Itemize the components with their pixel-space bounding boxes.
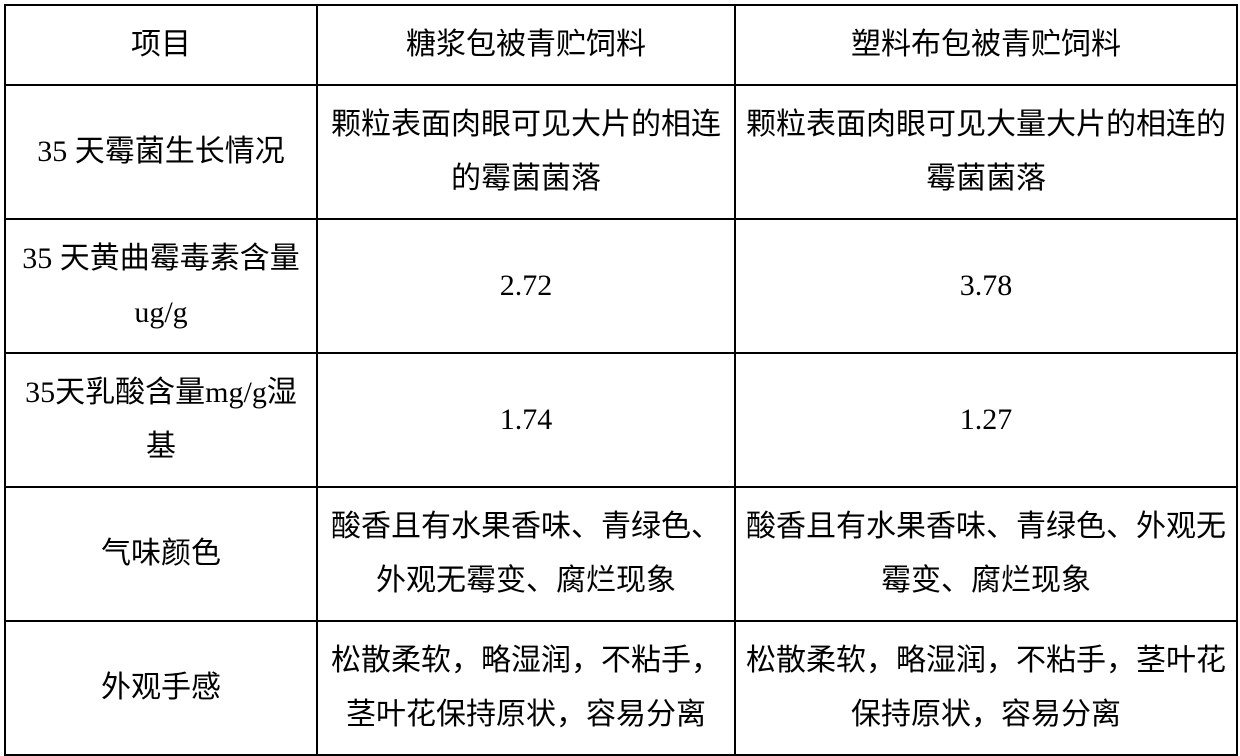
table-row: 气味颜色 酸香且有水果香味、青绿色、外观无霉变、腐烂现象 酸香且有水果香味、青绿… [5,487,1237,621]
header-cell-syrup: 糖浆包被青贮饲料 [317,5,735,85]
cell-value: 3.78 [735,219,1237,353]
cell-value: 松散柔软，略湿润，不粘手，茎叶花保持原状，容易分离 [735,621,1237,755]
table-row: 35 天黄曲霉毒素含量 ug/g 2.72 3.78 [5,219,1237,353]
header-cell-item: 项目 [5,5,317,85]
row-label: 外观手感 [5,621,317,755]
cell-value: 1.74 [317,353,735,487]
header-cell-plastic: 塑料布包被青贮饲料 [735,5,1237,85]
cell-value: 酸香且有水果香味、青绿色、外观无霉变、腐烂现象 [735,487,1237,621]
row-label: 35天乳酸含量mg/g湿基 [5,353,317,487]
row-label: 35 天黄曲霉毒素含量 ug/g [5,219,317,353]
row-label: 气味颜色 [5,487,317,621]
cell-value: 2.72 [317,219,735,353]
table-row: 35天乳酸含量mg/g湿基 1.74 1.27 [5,353,1237,487]
cell-value: 松散柔软，略湿润，不粘手，茎叶花保持原状，容易分离 [317,621,735,755]
row-label: 35 天霉菌生长情况 [5,85,317,219]
table-header-row: 项目 糖浆包被青贮饲料 塑料布包被青贮饲料 [5,5,1237,85]
cell-value: 颗粒表面肉眼可见大片的相连的霉菌菌落 [317,85,735,219]
table-row: 35 天霉菌生长情况 颗粒表面肉眼可见大片的相连的霉菌菌落 颗粒表面肉眼可见大量… [5,85,1237,219]
table-row: 外观手感 松散柔软，略湿润，不粘手，茎叶花保持原状，容易分离 松散柔软，略湿润，… [5,621,1237,755]
cell-value: 颗粒表面肉眼可见大量大片的相连的霉菌菌落 [735,85,1237,219]
cell-value: 酸香且有水果香味、青绿色、外观无霉变、腐烂现象 [317,487,735,621]
cell-value: 1.27 [735,353,1237,487]
comparison-table: 项目 糖浆包被青贮饲料 塑料布包被青贮饲料 35 天霉菌生长情况 颗粒表面肉眼可… [4,4,1238,756]
